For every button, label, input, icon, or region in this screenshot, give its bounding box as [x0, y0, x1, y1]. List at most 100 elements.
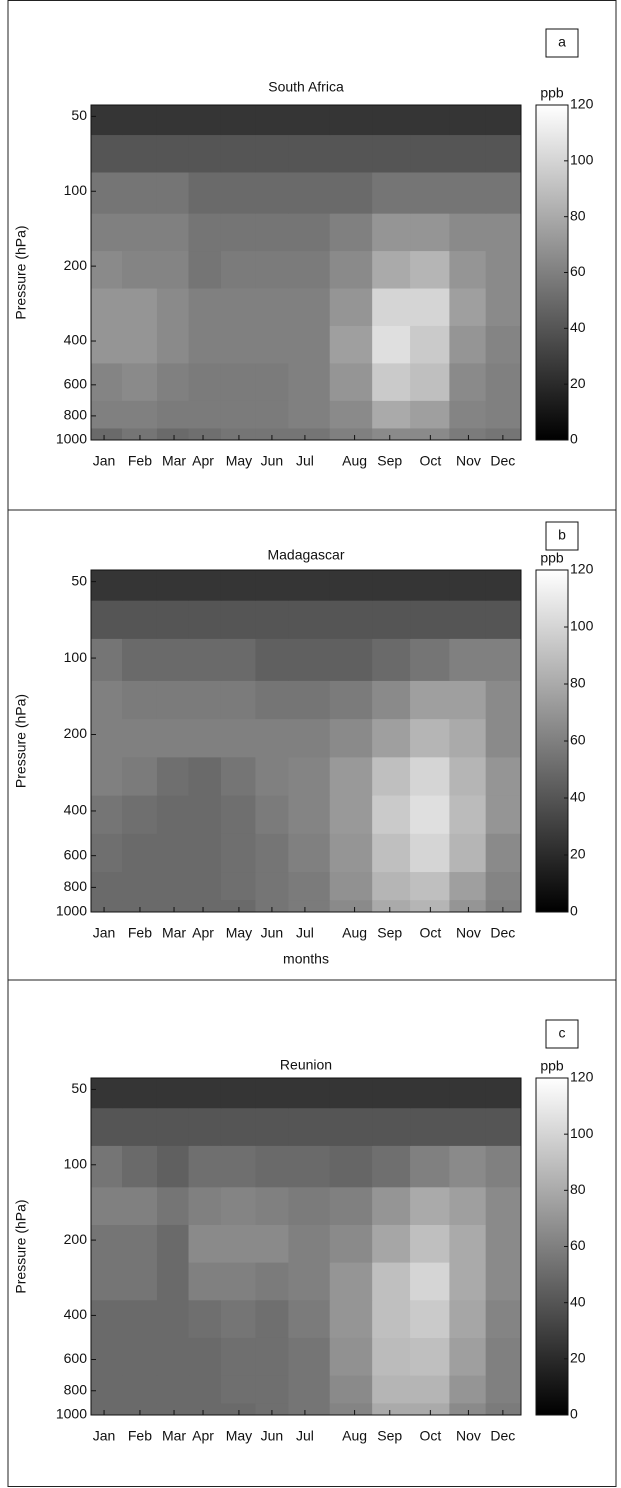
contour-cell: [121, 213, 158, 252]
contour-cell: [288, 427, 331, 441]
contour-cell: [121, 362, 158, 401]
contour-cell: [220, 325, 256, 364]
contour-cell: [485, 105, 522, 136]
colorbar-tick-label: 0: [570, 1406, 578, 1422]
contour-cell: [410, 1337, 450, 1376]
contour-cell: [121, 400, 158, 429]
contour-cell: [156, 1262, 190, 1301]
contour-cell: [485, 1186, 522, 1225]
x-tick-label: Aug: [342, 1428, 367, 1444]
contour-cell: [288, 325, 331, 364]
contour-cell: [372, 288, 411, 326]
contour-cell: [372, 400, 411, 429]
contour-cell: [255, 833, 289, 873]
contour-cell: [121, 171, 158, 214]
colorbar-tick-label: 40: [570, 789, 586, 805]
contour-cell: [156, 795, 190, 834]
x-tick-label: Apr: [192, 925, 214, 941]
contour-cell: [91, 795, 123, 834]
contour-cell: [485, 250, 522, 289]
contour-cell: [485, 1337, 522, 1376]
contour-cell: [485, 600, 522, 639]
contour-cell: [410, 795, 450, 834]
contour-cell: [121, 1224, 158, 1263]
contour-cell: [410, 171, 450, 214]
contour-cell: [188, 1224, 222, 1263]
contour-cell: [372, 134, 411, 173]
contour-cell: [91, 756, 123, 796]
contour-cell: [121, 288, 158, 326]
contour-cell: [121, 1145, 158, 1188]
y-tick-label: 600: [64, 1350, 88, 1366]
contour-cell: [288, 795, 331, 834]
contour-cell: [188, 795, 222, 834]
contour-cell: [449, 718, 487, 758]
contour-cell: [372, 638, 411, 681]
contour-cell: [156, 1186, 190, 1225]
contour-cell: [372, 1145, 411, 1188]
y-tick-label: 50: [71, 572, 87, 588]
contour-cell: [220, 899, 256, 913]
contour-cell: [329, 718, 373, 758]
x-tick-label: Feb: [128, 925, 152, 941]
contour-cell: [255, 1262, 289, 1301]
contour-cell: [449, 325, 487, 364]
contour-cell: [91, 680, 123, 720]
contour-cell: [220, 1078, 256, 1109]
contour-cell: [121, 325, 158, 364]
contour-cell: [156, 105, 190, 136]
contour-cell: [220, 288, 256, 326]
y-tick-label: 100: [64, 1155, 88, 1171]
contour-cell: [410, 427, 450, 441]
contour-cell: [121, 795, 158, 834]
y-tick-label: 800: [64, 407, 88, 423]
contour-cell: [372, 362, 411, 401]
y-tick-label: 50: [71, 107, 87, 123]
contour-cell: [255, 1375, 289, 1404]
x-tick-label: Oct: [419, 453, 441, 469]
contour-cell: [255, 427, 289, 441]
contour-cell: [485, 570, 522, 601]
contour-cell: [449, 680, 487, 720]
contour-cell: [255, 1337, 289, 1376]
x-axis-label: months: [283, 951, 329, 967]
contour-cell: [329, 1145, 373, 1188]
contour-cell: [255, 570, 289, 601]
colorbar-tick-label: 100: [570, 618, 594, 634]
chart-title: Madagascar: [267, 547, 344, 563]
contour-cell: [220, 1337, 256, 1376]
contour-cell: [255, 134, 289, 173]
contour-cell: [372, 871, 411, 901]
contour-cell: [156, 325, 190, 364]
contour-cell: [288, 600, 331, 639]
y-tick-label: 1000: [56, 431, 87, 447]
y-tick-label: 100: [64, 182, 88, 198]
contour-cell: [220, 833, 256, 873]
x-tick-label: Mar: [162, 925, 186, 941]
contour-cell: [329, 1337, 373, 1376]
plot-frame: [90, 569, 522, 913]
contour-cell: [372, 1262, 411, 1301]
x-tick-label: May: [226, 925, 252, 941]
contour-cell: [485, 1107, 522, 1146]
contour-cell: [485, 899, 522, 913]
contour-cell: [91, 1299, 123, 1338]
contour-cell: [372, 1402, 411, 1416]
contour-cell: [188, 171, 222, 214]
contour-cell: [255, 288, 289, 326]
contour-cell: [156, 638, 190, 681]
contour-cell: [485, 171, 522, 214]
contour-cell: [121, 1337, 158, 1376]
x-tick-label: Mar: [162, 453, 186, 469]
contour-cell: [220, 1375, 256, 1404]
contour-cell: [288, 680, 331, 720]
x-tick-label: Jan: [93, 925, 116, 941]
contour-cell: [288, 1299, 331, 1338]
contour-cell: [372, 105, 411, 136]
contour-cell: [449, 400, 487, 429]
contour-cell: [449, 1375, 487, 1404]
y-tick-label: 1000: [56, 903, 87, 919]
contour-cell: [188, 288, 222, 326]
chart-title: Reunion: [280, 1057, 332, 1073]
contour-cell: [410, 250, 450, 289]
